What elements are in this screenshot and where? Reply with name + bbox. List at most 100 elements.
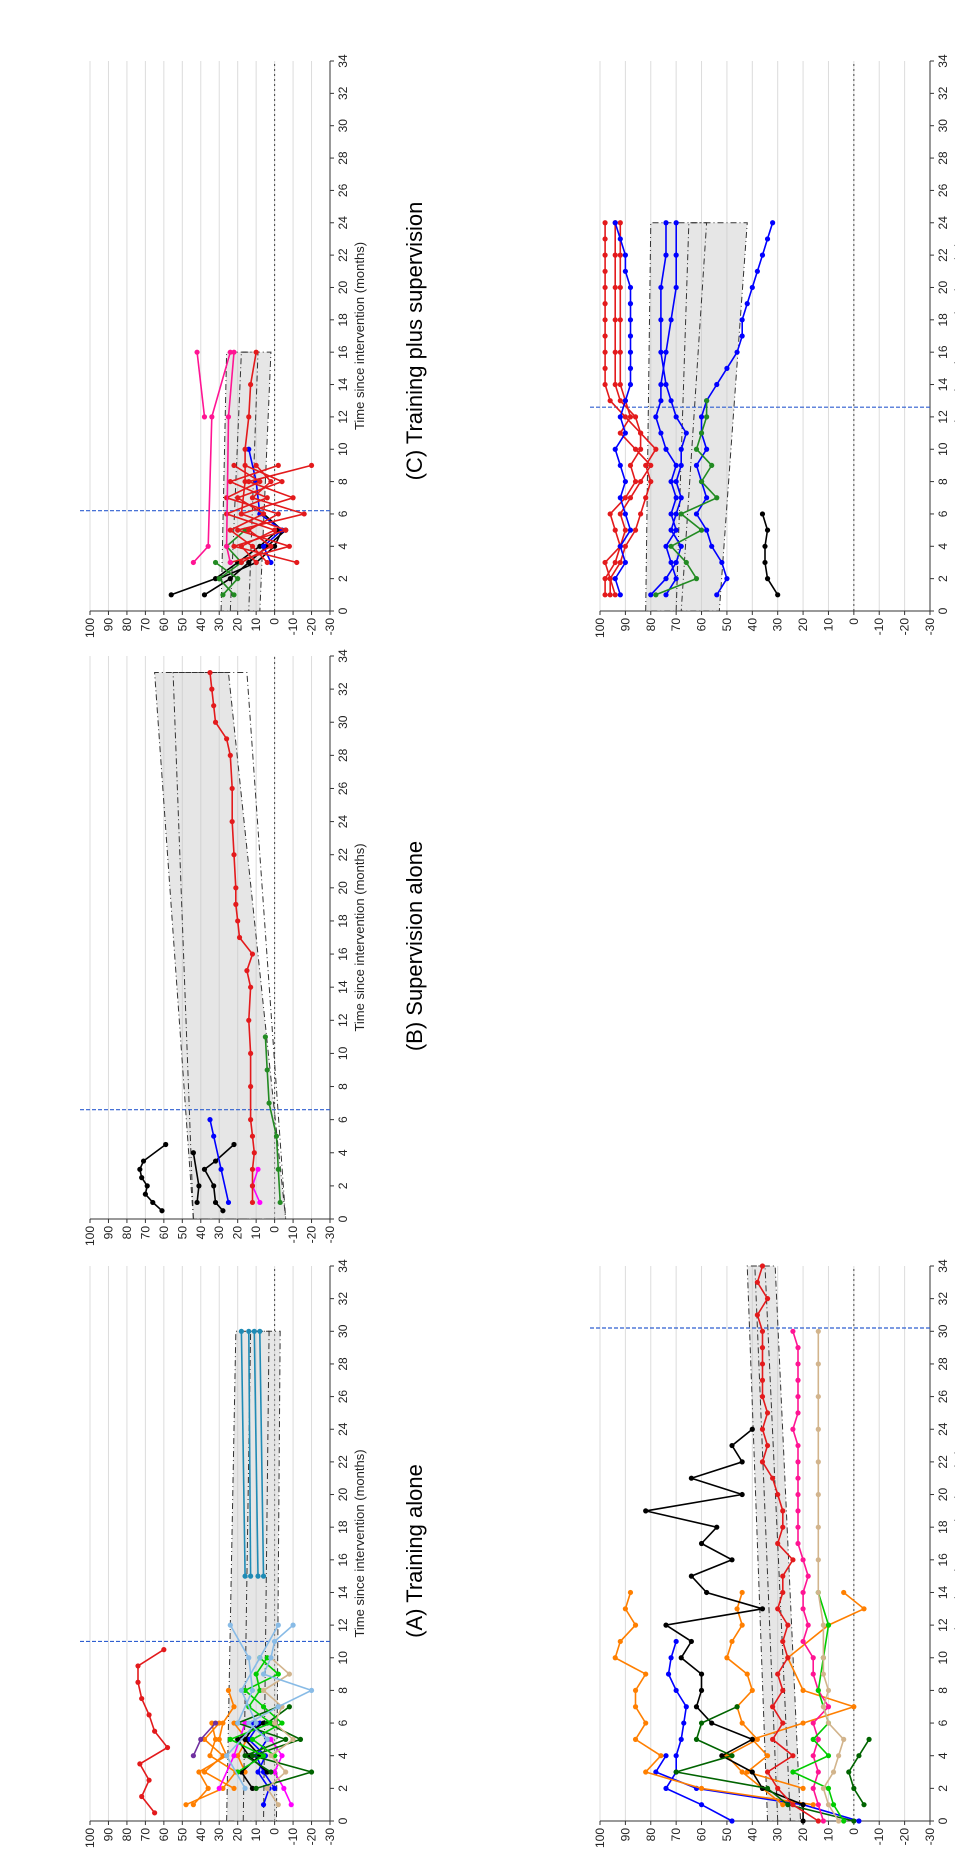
data-point [658, 1753, 664, 1759]
data-point [602, 252, 608, 258]
data-point [678, 511, 684, 517]
data-point [205, 1785, 211, 1791]
data-point [673, 252, 679, 258]
data-point [612, 576, 618, 582]
data-point [617, 543, 623, 549]
x-tick-label: 34 [336, 649, 350, 663]
data-point [632, 478, 639, 485]
data-point [795, 1508, 801, 1514]
data-point [617, 252, 623, 258]
y-tick-label: 80 [644, 618, 658, 632]
x-tick-label: 34 [336, 54, 350, 68]
data-point [260, 511, 267, 517]
y-tick-label: 0 [847, 1828, 861, 1835]
y-tick-label: 0 [268, 1226, 282, 1233]
y-tick-label: 20 [231, 1226, 245, 1240]
data-point [612, 349, 618, 355]
data-point [648, 462, 654, 469]
data-point [825, 1785, 832, 1791]
data-point [242, 1687, 248, 1694]
series-line [604, 222, 642, 595]
series-line [253, 1331, 259, 1577]
data-point [780, 1589, 786, 1596]
data-point [673, 559, 679, 566]
x-tick-label: 6 [336, 1116, 350, 1123]
x-tick-label: 32 [336, 86, 350, 100]
data-point [825, 1720, 832, 1726]
data-point [648, 592, 654, 598]
y-tick-label: 30 [212, 1226, 226, 1240]
data-point [268, 1655, 274, 1661]
data-point [846, 1769, 852, 1775]
data-point [249, 1687, 256, 1694]
y-tick-label: -10 [286, 1828, 300, 1846]
x-tick-label: 24 [936, 216, 950, 230]
x-tick-label: 12 [936, 1618, 950, 1632]
data-point [246, 559, 252, 566]
data-point [617, 317, 623, 323]
x-axis-label: Time since intervention (months) [952, 242, 955, 430]
y-tick-label: 70 [138, 618, 152, 632]
data-point [759, 1361, 766, 1367]
data-point [815, 1557, 821, 1563]
data-point [744, 1671, 750, 1677]
data-point [678, 462, 684, 469]
data-point [681, 1720, 687, 1726]
data-point [264, 1067, 270, 1073]
x-tick-label: 14 [336, 980, 350, 994]
x-tick-label: 16 [336, 947, 350, 961]
data-point [607, 592, 613, 598]
data-point [627, 349, 634, 355]
data-point [231, 592, 237, 598]
data-point [795, 1524, 801, 1530]
data-point [227, 752, 233, 758]
data-point [830, 1802, 837, 1808]
x-tick-label: 4 [336, 1149, 350, 1156]
data-point [698, 1802, 705, 1808]
x-tick-label: 14 [336, 1585, 350, 1599]
data-point [764, 576, 771, 582]
data-point [825, 1687, 832, 1694]
y-tick-label: 80 [120, 1226, 134, 1240]
data-point [617, 414, 623, 420]
x-tick-label: 10 [936, 442, 950, 456]
y-tick-label: 30 [212, 618, 226, 632]
x-tick-label: 20 [936, 280, 950, 294]
data-point [135, 1679, 141, 1685]
data-point [719, 559, 725, 566]
panel-title: (B) Supervision alone [402, 841, 427, 1051]
data-point [622, 252, 628, 258]
data-point [612, 527, 618, 533]
data-point [286, 1704, 292, 1710]
data-point [272, 1785, 278, 1791]
x-tick-label: 26 [936, 1390, 950, 1404]
data-point [251, 1150, 257, 1156]
data-point [815, 1769, 821, 1775]
y-tick-label: 100 [83, 1828, 97, 1848]
data-point [810, 1720, 816, 1726]
data-point [653, 1769, 659, 1775]
data-point [709, 1720, 715, 1726]
data-point [861, 1802, 867, 1808]
data-point [841, 1589, 847, 1596]
data-point [244, 968, 250, 974]
series-line [695, 222, 774, 596]
data-point [246, 1720, 252, 1726]
data-point [207, 669, 213, 676]
data-point [246, 1328, 252, 1334]
y-tick-label: 60 [157, 618, 171, 632]
data-point [227, 527, 233, 533]
data-point [795, 1410, 801, 1416]
data-point [190, 1802, 196, 1808]
data-point [249, 1753, 256, 1759]
data-point [693, 1704, 700, 1710]
series-line [247, 1624, 314, 1740]
data-point [140, 1158, 147, 1164]
x-tick-label: 32 [336, 1292, 350, 1306]
data-point [144, 1183, 150, 1189]
y-tick-label: 40 [194, 1226, 208, 1240]
data-point [795, 1361, 801, 1367]
x-tick-label: 24 [336, 815, 350, 829]
data-point [249, 543, 256, 549]
confidence-band [154, 672, 287, 1220]
